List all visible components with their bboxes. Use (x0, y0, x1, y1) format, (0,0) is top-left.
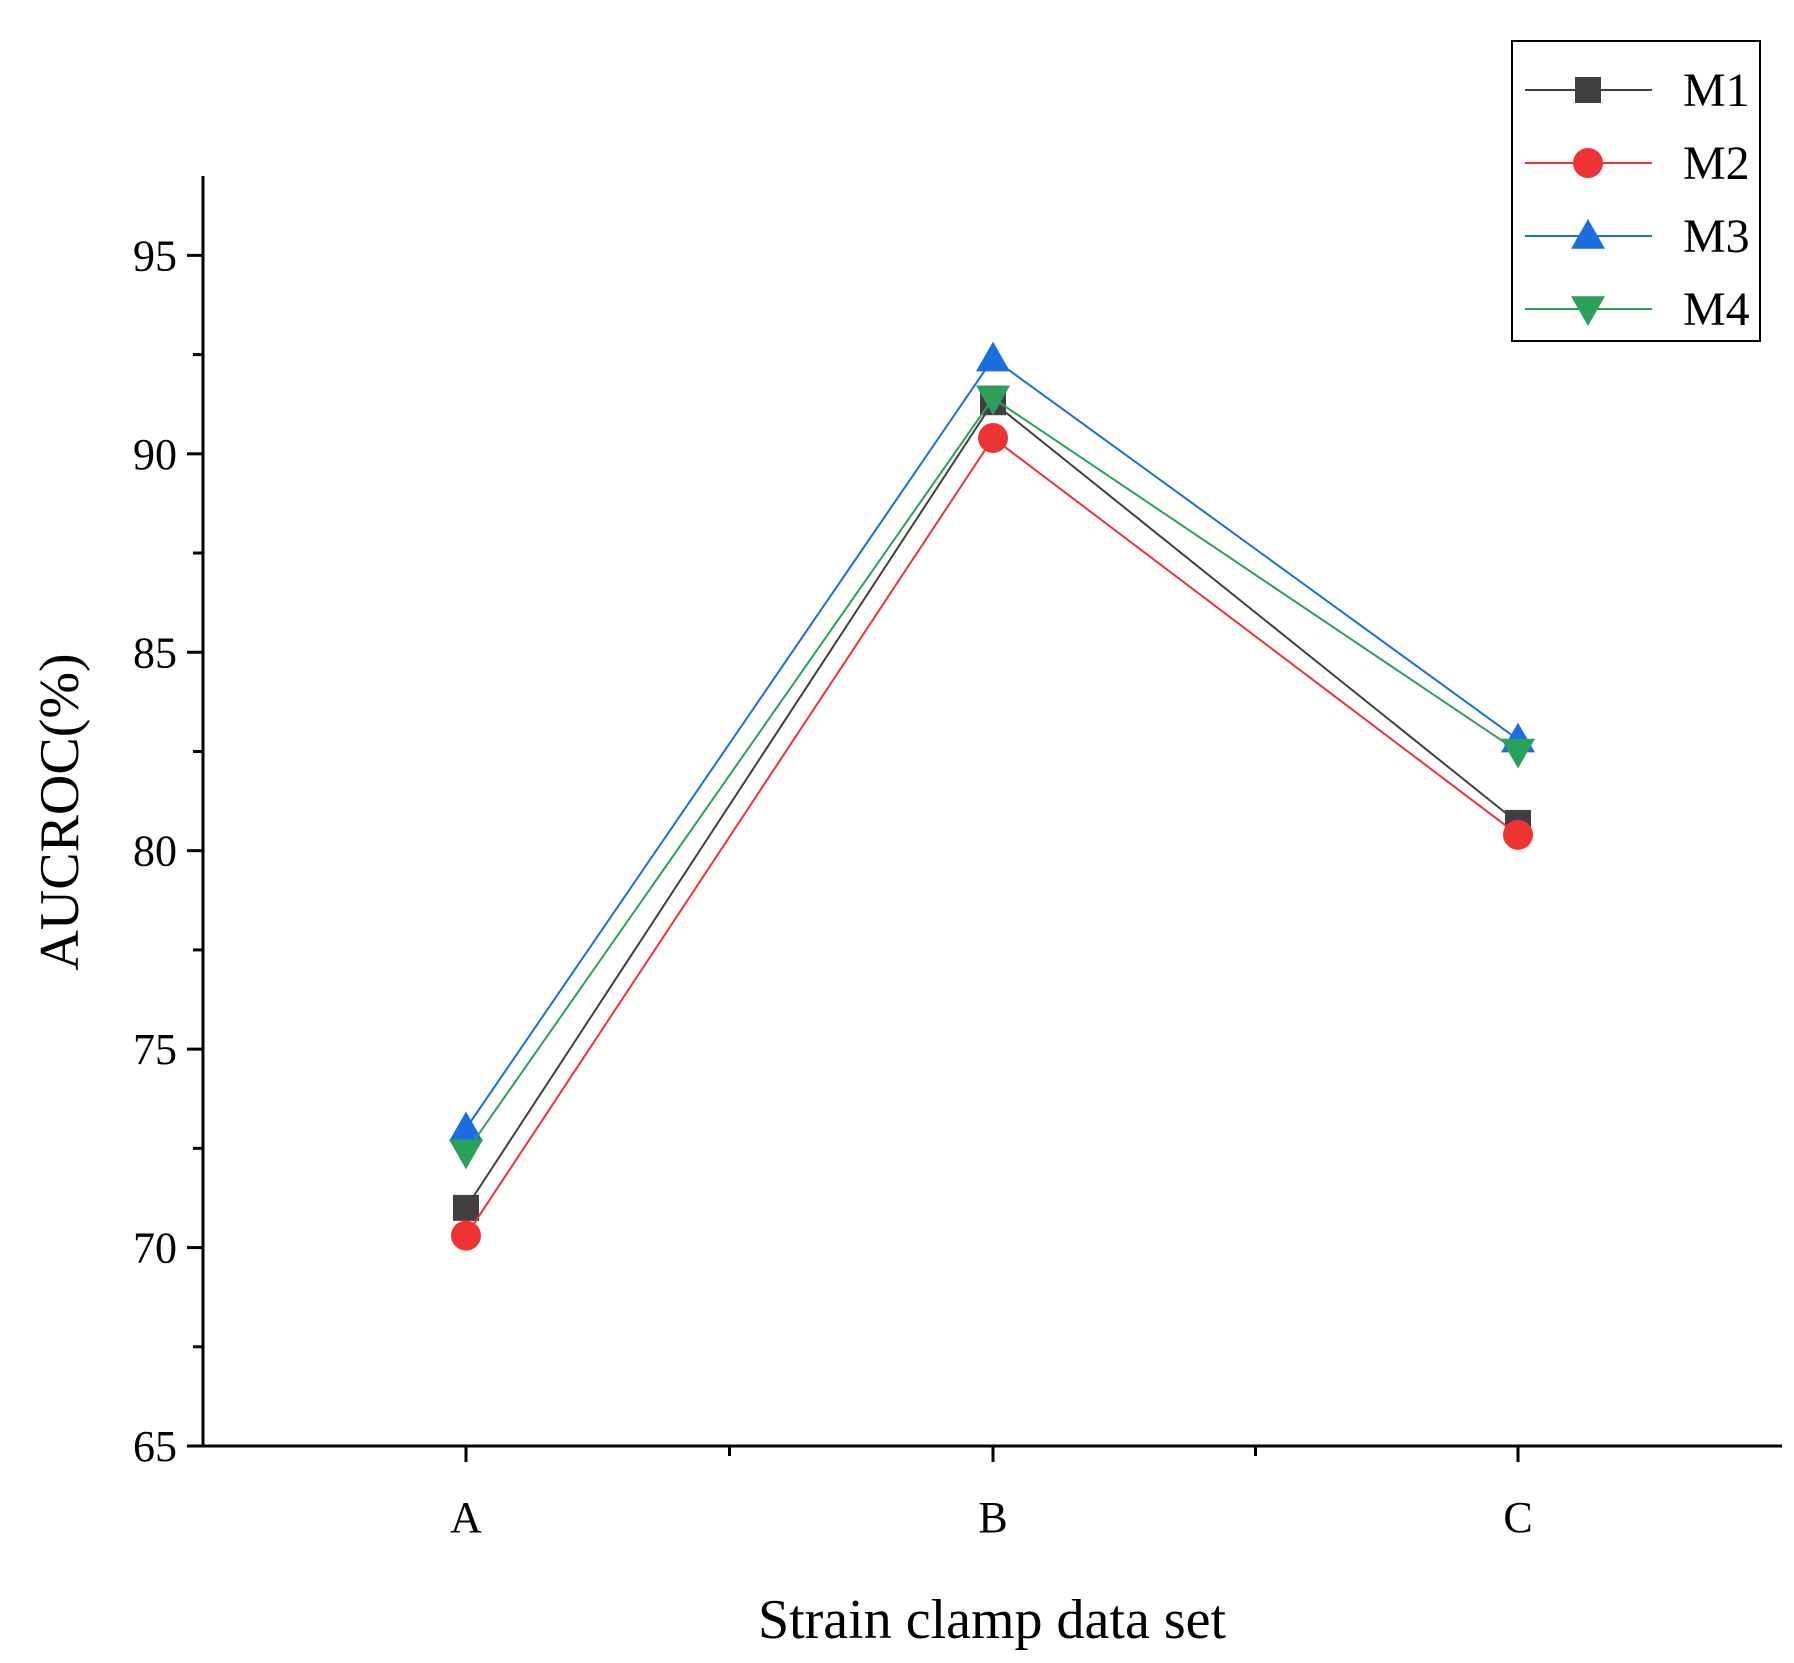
series-line-m4 (465, 396, 1519, 1153)
data-point-m2 (1503, 819, 1533, 850)
legend-item-m2: M2 (1525, 137, 1750, 190)
legend-label: M3 (1683, 210, 1750, 263)
data-point-m4 (1501, 738, 1535, 769)
series-line-m3 (465, 357, 1519, 1130)
data-point-m3 (449, 1111, 483, 1142)
series-m1 (453, 389, 1531, 1221)
series-line-m1 (465, 400, 1519, 1209)
y-tick-label: 95 (133, 231, 177, 280)
legend-marker (1571, 296, 1605, 326)
y-tick-label: 80 (133, 827, 177, 876)
y-tick-label: 65 (133, 1422, 177, 1471)
x-tick-label: B (978, 1493, 1007, 1542)
data-point-m2 (978, 422, 1008, 453)
x-ticks: A B C (450, 1446, 1533, 1542)
legend-label: M4 (1683, 283, 1750, 336)
axes: 65 70 75 80 85 90 95 A B C (133, 176, 1782, 1542)
y-axis-title: AUCROC(%) (29, 653, 91, 970)
y-tick-label: 90 (133, 430, 177, 479)
series-line-m2 (465, 436, 1519, 1237)
series-m2 (451, 422, 1533, 1251)
legend: M1 M2 M3 M4 (1511, 40, 1761, 342)
data-point-m4 (449, 1139, 483, 1170)
data-point-m4 (976, 385, 1010, 416)
x-tick-label: A (450, 1493, 482, 1542)
legend-item-m1: M1 (1525, 64, 1750, 117)
series-layer (449, 341, 1535, 1251)
series-m4 (449, 385, 1535, 1170)
y-tick-label: 85 (133, 628, 177, 677)
legend-marker (1571, 219, 1605, 249)
legend-item-m4: M4 (1525, 283, 1750, 336)
data-point-m3 (976, 341, 1010, 372)
legend-label: M1 (1683, 64, 1750, 117)
x-tick-label: C (1503, 1493, 1532, 1542)
series-m3 (449, 341, 1535, 1142)
y-tick-label: 70 (133, 1224, 177, 1273)
legend-marker (1575, 77, 1601, 103)
y-ticks: 65 70 75 80 85 90 95 (133, 231, 203, 1471)
data-point-m2 (451, 1220, 481, 1251)
data-point-m1 (453, 1194, 479, 1221)
x-axis-title: Strain clamp data set (758, 1589, 1227, 1651)
legend-label: M2 (1683, 137, 1750, 190)
legend-marker (1573, 148, 1603, 178)
legend-item-m3: M3 (1525, 210, 1750, 263)
y-tick-label: 75 (133, 1025, 177, 1074)
